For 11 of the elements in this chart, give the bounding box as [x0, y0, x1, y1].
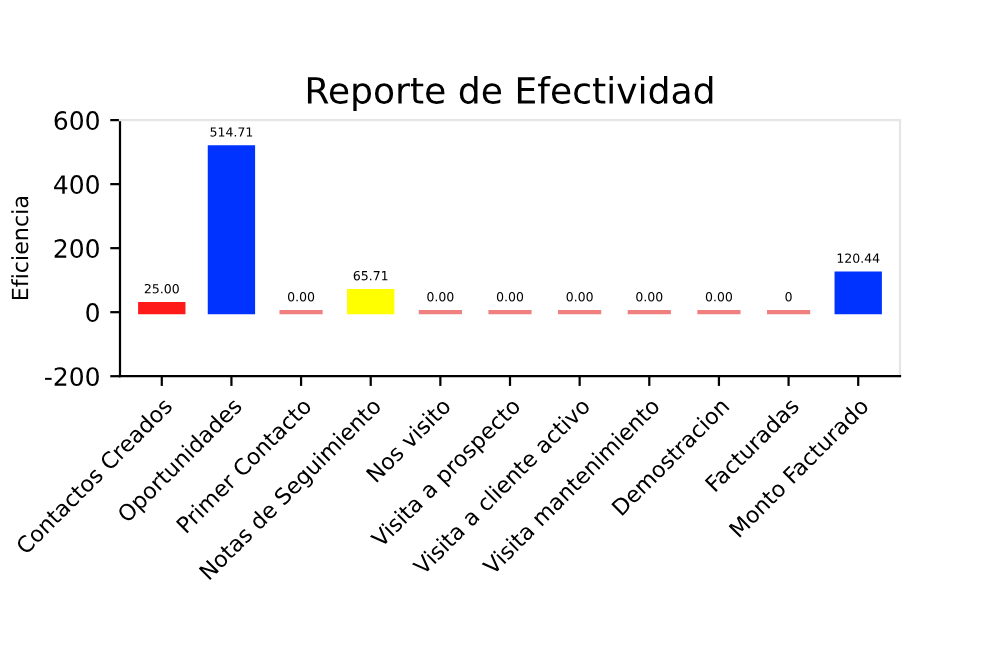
- bar: [207, 145, 256, 315]
- y-tick-label: 400: [54, 175, 99, 194]
- chart-title: Reporte de Efectividad: [307, 76, 713, 111]
- y-tick-label: 600: [54, 111, 99, 130]
- y-tick-label: -200: [45, 367, 99, 387]
- y-tick-label: 0: [86, 303, 99, 323]
- y-tick-label: 200: [54, 239, 99, 259]
- y-axis-title: Eficiencia: [11, 197, 29, 300]
- bar: [138, 302, 186, 315]
- bar: [347, 289, 395, 315]
- bar: [834, 271, 882, 315]
